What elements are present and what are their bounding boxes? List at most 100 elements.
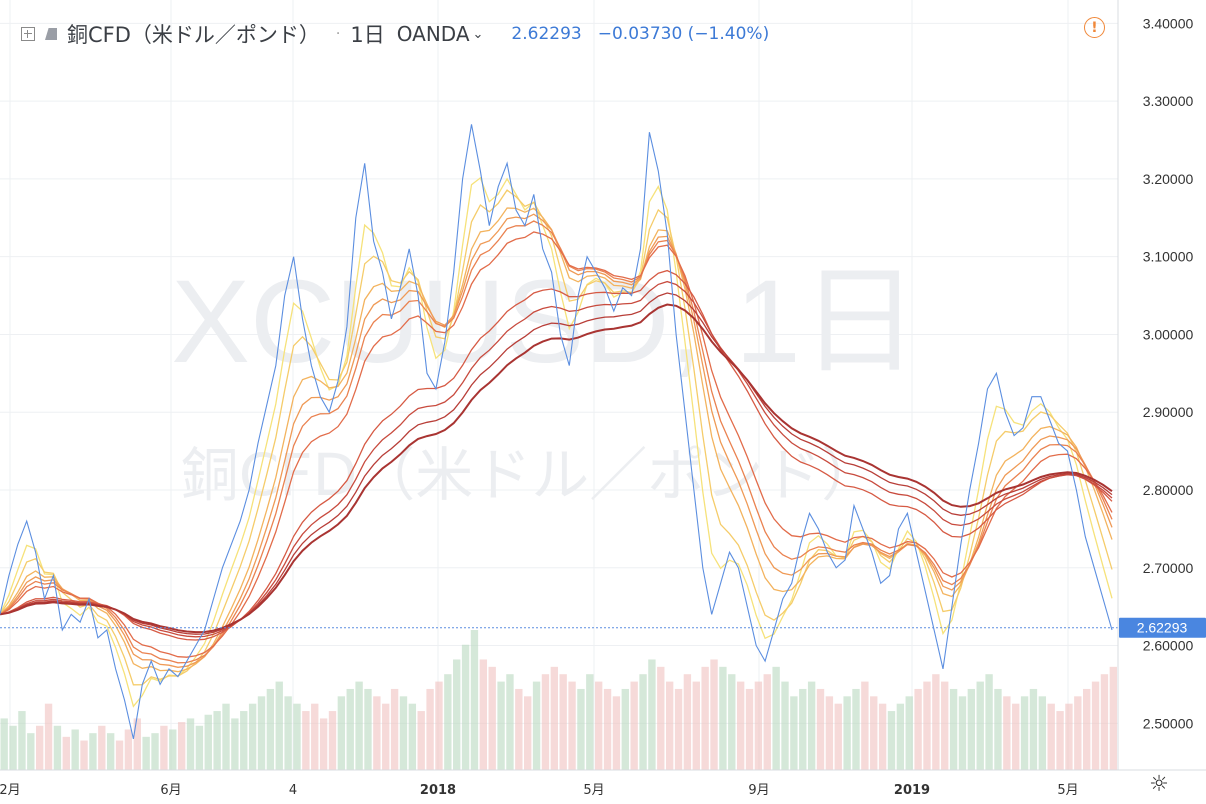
volume-bar <box>346 688 354 770</box>
volume-bar <box>790 696 798 770</box>
separator-dot: · <box>335 26 341 42</box>
volume-bar <box>177 722 186 770</box>
warning-icon[interactable]: ! <box>1084 17 1105 38</box>
volume-bar <box>1100 674 1109 770</box>
volume-bar <box>1047 703 1055 770</box>
watermark-symbol: XCUUSD, 1日 <box>171 256 918 388</box>
volume-bar <box>275 681 283 770</box>
price-tick-label: 2.80000 <box>1143 482 1194 498</box>
volume-bar <box>53 725 62 770</box>
volume-bar <box>772 666 780 770</box>
volume-bar <box>852 688 860 770</box>
ma-line <box>0 269 1113 641</box>
volume-bar <box>568 681 576 770</box>
price-axis[interactable]: 3.40000 3.30000 3.20000 3.10000 3.00000 2.900… <box>1143 15 1194 731</box>
grid-lines <box>0 0 1118 770</box>
volume-bar <box>98 725 106 770</box>
volume-bar <box>302 711 310 770</box>
volume-bar <box>799 688 807 770</box>
volume-bar <box>266 688 275 770</box>
volume-bar <box>657 666 665 770</box>
ma-line <box>0 189 1113 686</box>
volume-bar <box>364 688 372 770</box>
volume-bar <box>479 659 488 770</box>
volume-bar <box>1003 696 1011 770</box>
time-tick-label: 5月 <box>583 783 604 798</box>
volume-bar <box>124 729 133 770</box>
price-change: −0.03730 (−1.40%) <box>597 24 770 44</box>
volume-bar <box>577 688 585 770</box>
volume-bar <box>488 666 496 770</box>
volume-bar <box>18 711 26 770</box>
volume-bar <box>0 718 8 770</box>
volume-bar <box>35 725 44 770</box>
volume-bar <box>586 674 594 770</box>
volume-bars <box>0 630 1117 770</box>
volume-bar <box>754 681 763 770</box>
volume-bar <box>71 729 79 770</box>
volume-bar <box>142 736 150 770</box>
volume-bar <box>1065 703 1073 770</box>
volume-bar <box>231 718 239 770</box>
price-series <box>0 124 1113 740</box>
volume-bar <box>532 681 541 770</box>
price-tick-label: 2.90000 <box>1143 404 1194 420</box>
timeframe-label[interactable]: 1日 <box>350 23 385 47</box>
volume-bar <box>559 674 567 770</box>
volume-bar <box>692 681 700 770</box>
chevron-down-icon[interactable]: ⌄ <box>472 26 484 42</box>
volume-bar <box>603 688 612 770</box>
volume-bar <box>932 674 940 770</box>
volume-bar <box>1091 681 1100 770</box>
volume-bar <box>896 703 905 770</box>
price-tick-label: 3.40000 <box>1143 15 1194 31</box>
volume-bar <box>160 725 168 770</box>
volume-bar <box>399 696 408 770</box>
source-selector[interactable]: OANDA <box>396 22 470 46</box>
volume-bar <box>382 703 390 770</box>
time-tick-label: 9月 <box>748 783 769 798</box>
volume-bar <box>133 718 141 770</box>
volume-bar <box>444 674 452 770</box>
volume-bar <box>843 696 851 770</box>
volume-bar <box>186 718 195 770</box>
volume-bar <box>825 696 834 770</box>
volume-bar <box>861 681 869 770</box>
volume-bar <box>639 674 647 770</box>
expand-icon[interactable] <box>21 27 35 41</box>
moving-average-ribbon <box>0 176 1113 708</box>
time-tick-label: 5月 <box>1057 783 1078 798</box>
volume-bar <box>905 696 913 770</box>
volume-bar <box>967 688 976 770</box>
time-axis[interactable]: 2月 6月 4 2018 5月 9月 2019 5月 <box>0 783 1079 798</box>
time-tick-label: 2018 <box>420 783 456 798</box>
volume-bar <box>506 674 514 770</box>
volume-bar <box>284 696 292 770</box>
price-tick-label: 3.30000 <box>1143 93 1194 109</box>
volume-bar <box>355 681 363 770</box>
volume-bar <box>1109 666 1117 770</box>
price-tick-label: 3.20000 <box>1143 171 1194 187</box>
symbol-icon <box>45 28 57 40</box>
volume-bar <box>417 711 425 770</box>
volume-bar <box>62 736 70 770</box>
volume-bar <box>1038 696 1047 770</box>
volume-bar <box>9 725 17 770</box>
watermark: XCUUSD, 1日 銅CFD（米ドル／ポンド） <box>171 256 918 509</box>
volume-bar <box>958 696 967 770</box>
time-tick-label: 2月 <box>0 783 21 798</box>
volume-bar <box>115 740 124 770</box>
price-tick-label: 2.60000 <box>1143 638 1194 654</box>
volume-bar <box>1012 703 1020 770</box>
gear-icon[interactable]: ☼ <box>1149 772 1169 797</box>
volume-bar <box>985 674 993 770</box>
volume-bar <box>976 681 984 770</box>
volume-bar <box>878 703 887 770</box>
volume-bar <box>524 696 532 770</box>
volume-bar <box>621 688 629 770</box>
volume-bar <box>497 681 505 770</box>
symbol-title[interactable]: 銅CFD（米ドル／ポンド） <box>67 23 320 47</box>
volume-bar <box>80 740 88 770</box>
volume-bar <box>887 711 896 770</box>
